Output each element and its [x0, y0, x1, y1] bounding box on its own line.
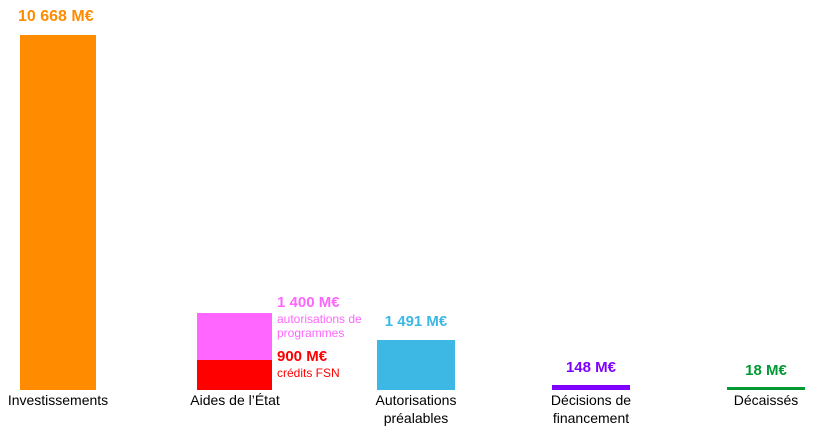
value-label-decaisses: 18 M€ — [745, 362, 787, 379]
bar-aides-de-letat — [197, 313, 272, 390]
value-label-autorisations-de-programmes: 1 400 M€ — [277, 294, 340, 311]
value-label-credits-fsn: 900 M€ — [277, 348, 328, 365]
bar-decisions-de-financement — [552, 385, 630, 390]
label-autorisations-de-programmes: 1 400 M€ autorisations de programmes — [277, 294, 362, 341]
bar-investissements — [20, 35, 96, 390]
bar-segment-credits-fsn — [197, 360, 272, 390]
sublabel-autorisations-de-programmes: autorisations de programmes — [277, 312, 362, 341]
bar-segment-autorisations-de-programmes — [197, 313, 272, 360]
value-label-decisions-de-financement: 148 M€ — [565, 359, 617, 376]
value-label-investissements: 10 668 M€ — [18, 8, 94, 25]
category-label-decisions-de-financement: Décisions de financement — [550, 392, 632, 426]
value-label-autorisations-prealables: 1 491 M€ — [384, 313, 448, 330]
bar-autorisations-prealables — [377, 340, 455, 390]
label-credits-fsn: 900 M€ crédits FSN — [277, 348, 340, 381]
category-label-autorisations-prealables: Autorisations préalables — [375, 392, 457, 426]
category-label-investissements: Investissements — [7, 392, 109, 408]
bar-decaisses — [727, 387, 805, 390]
category-label-aides-de-letat: Aides de l’État — [190, 392, 280, 408]
category-label-decaisses: Décaissés — [733, 392, 799, 408]
sublabel-credits-fsn: crédits FSN — [277, 366, 340, 381]
